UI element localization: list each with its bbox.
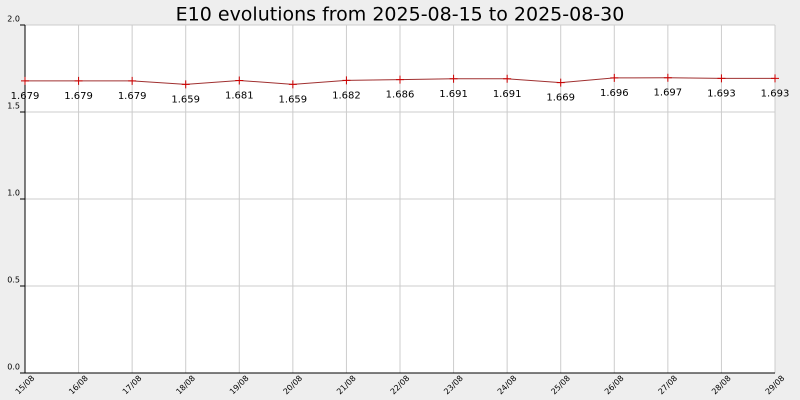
point-marker bbox=[181, 80, 190, 89]
data-label: 1.682 bbox=[332, 90, 361, 101]
data-label: 1.696 bbox=[600, 88, 629, 99]
data-label: 1.691 bbox=[439, 89, 468, 100]
data-label: 1.679 bbox=[118, 91, 147, 102]
point-marker bbox=[449, 74, 458, 83]
data-label: 1.679 bbox=[64, 91, 93, 102]
data-label: 1.681 bbox=[225, 91, 254, 102]
point-marker bbox=[610, 73, 619, 82]
y-tick-label: 1.0 bbox=[7, 189, 20, 198]
data-label: 1.669 bbox=[546, 93, 575, 104]
data-label: 1.679 bbox=[11, 91, 40, 102]
point-marker bbox=[396, 75, 404, 84]
data-label: 1.659 bbox=[279, 94, 308, 105]
data-label: 1.686 bbox=[386, 90, 415, 101]
point-marker bbox=[288, 80, 297, 89]
chart-title: E10 evolutions from 2025-08-15 to 2025-0… bbox=[176, 4, 625, 26]
point-marker bbox=[663, 73, 672, 82]
point-marker bbox=[342, 76, 351, 85]
y-tick-label: 2.0 bbox=[7, 15, 20, 24]
point-marker bbox=[235, 76, 244, 85]
data-label: 1.693 bbox=[707, 88, 736, 99]
data-label: 1.659 bbox=[171, 94, 200, 105]
y-tick-label: 1.5 bbox=[7, 102, 20, 111]
data-label: 1.691 bbox=[493, 89, 522, 100]
data-label: 1.697 bbox=[654, 88, 683, 99]
y-tick-label: 0.0 bbox=[7, 363, 20, 372]
point-marker bbox=[128, 76, 137, 85]
point-marker bbox=[74, 76, 83, 85]
y-tick-label: 0.5 bbox=[7, 276, 20, 285]
point-marker bbox=[556, 78, 565, 87]
point-marker bbox=[503, 74, 512, 83]
point-marker bbox=[21, 76, 29, 85]
point-marker bbox=[771, 74, 779, 83]
point-marker bbox=[717, 74, 726, 83]
data-label: 1.693 bbox=[761, 88, 790, 99]
